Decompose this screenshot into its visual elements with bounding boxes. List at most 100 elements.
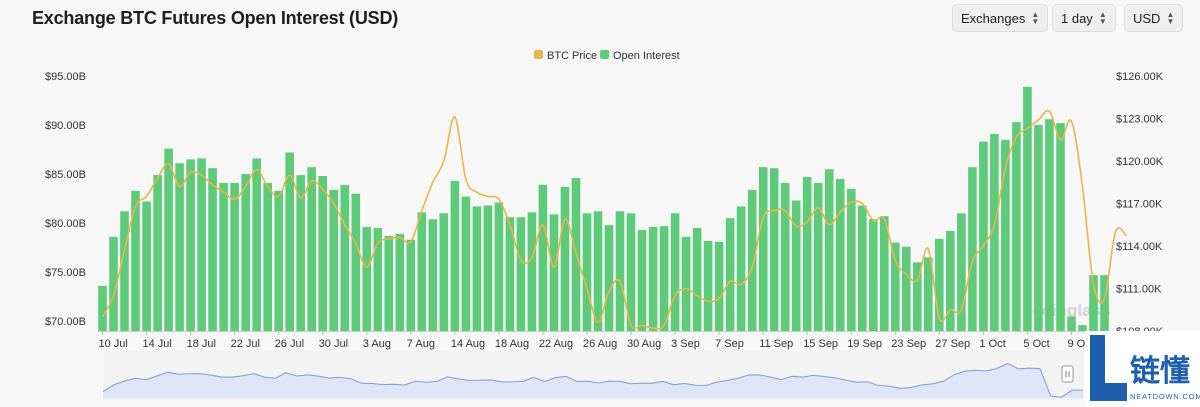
open-interest-bar (648, 227, 658, 331)
open-interest-bar (461, 196, 471, 331)
open-interest-bar (549, 214, 559, 331)
open-interest-bar (582, 213, 592, 331)
open-interest-bar (1045, 119, 1054, 331)
open-interest-bar (373, 228, 383, 331)
open-interest-bar (186, 159, 195, 331)
x-tick-label: 15 Sep (803, 338, 838, 350)
logo-subtext: NEATDOWN.COM (1130, 392, 1200, 401)
currency-select-label: USD (1133, 10, 1161, 26)
x-tick-label: 30 Jul (319, 338, 348, 350)
open-interest-bar (736, 206, 746, 331)
x-axis: 10 Jul 14 Jul 18 Jul 22 Jul 26 Jul 30 Jul 3 Au… (97, 331, 1110, 350)
x-tick-label: 3 Sep (671, 338, 700, 350)
open-interest-bar (979, 141, 988, 331)
open-interest-bar (142, 201, 151, 331)
open-interest-bar (164, 148, 173, 331)
logo-chars: 链懂 (1130, 354, 1190, 388)
x-tick-label: 1 Oct (979, 338, 1005, 350)
y-axis-left: $95.00B $90.00B $85.00B $80.00B $75.00B $70.0… (45, 71, 86, 328)
open-interest-bar (153, 175, 162, 331)
open-interest-bar (1001, 139, 1010, 332)
open-interest-bar (758, 167, 768, 331)
open-interest-bar (252, 158, 261, 331)
open-interest-bar (913, 262, 922, 331)
navigator-line (102, 362, 1083, 398)
open-interest-bar (924, 257, 933, 331)
open-interest-bar (208, 168, 217, 331)
x-tick-label: 3 Aug (363, 338, 391, 350)
navigator-area (103, 363, 1083, 398)
open-interest-bar (384, 235, 394, 331)
open-interest-bar (439, 213, 449, 331)
y-axis-right: $126.00K $123.00K $120.00K $117.00K $114.00K… (1116, 71, 1164, 338)
open-interest-bar (505, 217, 515, 331)
exchanges-select-label: Exchanges (961, 10, 1026, 26)
open-interest-bar (241, 174, 250, 331)
x-tick-label: 18 Jul (187, 338, 216, 350)
navigator-handle[interactable] (1061, 365, 1074, 383)
open-interest-bar (637, 230, 647, 331)
open-interest-bar (175, 163, 184, 331)
open-interest-bar (692, 228, 702, 331)
currency-select[interactable]: USD ▲ ▼ (1124, 4, 1184, 32)
range-navigator[interactable] (102, 351, 1083, 400)
open-interest-bar (802, 177, 812, 331)
open-interest-bar (395, 233, 405, 331)
exchanges-select[interactable]: Exchanges ▲ ▼ (952, 4, 1049, 32)
y-right-tick-label: $114.00K (1116, 241, 1163, 253)
y-left-tick-label: $75.00B (45, 267, 86, 279)
open-interest-bar (725, 218, 735, 331)
open-interest-bar (714, 241, 724, 331)
y-right-tick-label: $111.00K (1116, 284, 1162, 296)
open-interest-bar (990, 133, 999, 331)
x-tick-label: 22 Aug (539, 338, 573, 350)
open-interest-bar (450, 180, 460, 331)
legend-label-open-interest[interactable]: Open Interest (613, 50, 680, 62)
interval-select[interactable]: 1 day ▲ ▼ (1052, 4, 1116, 32)
x-tick-label: 23 Sep (891, 338, 926, 350)
open-interest-bar (869, 219, 878, 331)
y-left-tick-label: $70.00B (45, 316, 86, 328)
chevron-updown-icon: ▲ ▼ (1166, 10, 1175, 26)
legend-swatch-open-interest[interactable] (600, 50, 609, 59)
open-interest-bar (307, 167, 316, 331)
open-interest-bar (902, 246, 911, 331)
x-tick-label: 14 Aug (451, 338, 485, 350)
y-left-tick-label: $90.00B (45, 120, 86, 132)
open-interest-bar (659, 226, 669, 331)
y-left-tick-label: $85.00B (45, 169, 86, 181)
x-tick-label: 11 Sep (759, 338, 793, 350)
y-right-tick-label: $120.00K (1116, 156, 1164, 168)
x-tick-label: 14 Jul (143, 338, 172, 350)
open-interest-bar (935, 238, 944, 331)
open-interest-bar (813, 182, 823, 331)
open-interest-bar (604, 225, 614, 331)
open-interest-bar (219, 182, 228, 331)
page-title: Exchange BTC Futures Open Interest (USD) (32, 8, 399, 28)
open-interest-bar (1056, 123, 1065, 331)
x-tick-label: 30 Aug (627, 338, 661, 350)
y-right-tick-label: $126.00K (1116, 71, 1164, 83)
open-interest-bar (880, 216, 889, 331)
open-interest-bar (681, 236, 691, 331)
open-interest-bar (1012, 122, 1021, 331)
open-interest-bar (946, 231, 955, 331)
open-interest-bar (296, 175, 305, 331)
open-interest-bar (230, 182, 239, 331)
open-interest-bar (780, 182, 790, 331)
open-interest-bar (527, 212, 537, 331)
y-left-tick-label: $80.00B (45, 218, 86, 230)
chevron-updown-icon: ▲ ▼ (1031, 10, 1040, 26)
logo-l-shape (1090, 335, 1127, 401)
open-interest-bar (824, 169, 834, 331)
open-interest-bar (747, 189, 757, 331)
open-interest-bar (1089, 275, 1098, 331)
open-interest-bar (516, 217, 526, 331)
open-interest-bar (263, 182, 272, 331)
open-interest-bar (1078, 325, 1087, 331)
legend-label-btc-price[interactable]: BTC Price (547, 50, 597, 62)
legend-swatch-btc-price[interactable] (534, 50, 543, 59)
open-interest-bar (120, 211, 129, 331)
y-right-tick-label: $117.00K (1116, 199, 1163, 211)
